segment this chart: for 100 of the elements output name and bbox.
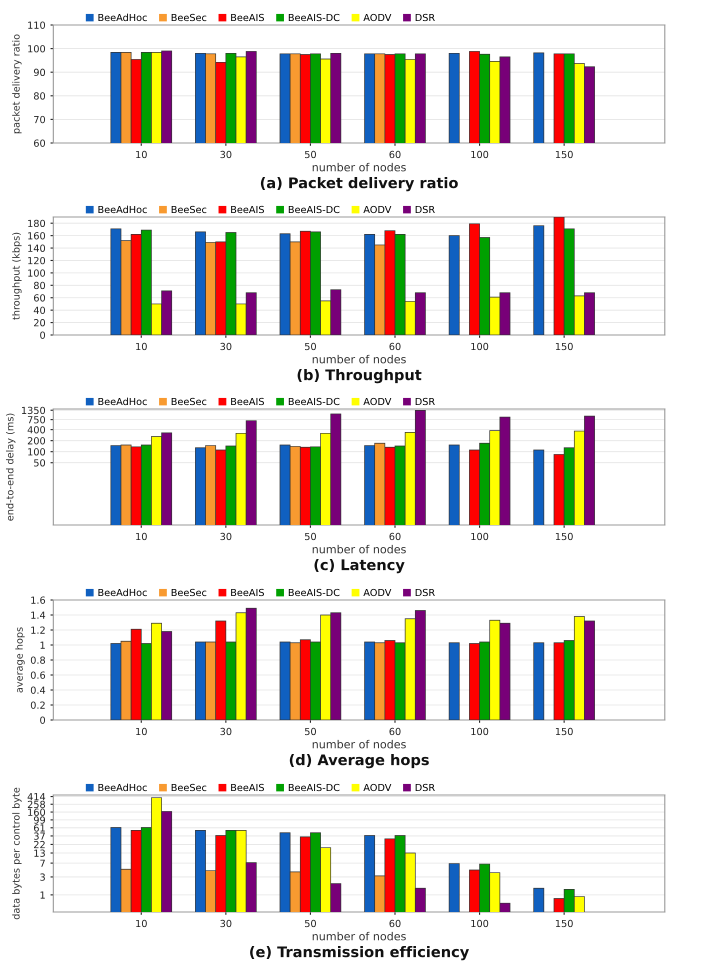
y-tick-label: 1.4 xyxy=(31,612,46,619)
x-tick-label: 150 xyxy=(556,342,573,350)
x-tick-label: 30 xyxy=(220,728,232,736)
legend-label: BeeSec xyxy=(172,588,206,596)
bar xyxy=(533,225,544,335)
legend-label: BeeAIS-DC xyxy=(288,206,340,214)
legend-label: BeeAdHoc xyxy=(98,206,147,214)
y-tick-label: 0.2 xyxy=(30,701,45,709)
y-tick-label: 100 xyxy=(28,269,46,277)
y-tick-label: 0.4 xyxy=(30,686,46,694)
y-tick-label: 61 xyxy=(34,824,45,832)
x-tick-label: 150 xyxy=(556,150,573,158)
legend-label: BeeAIS xyxy=(231,588,264,596)
y-tick-label: 22 xyxy=(34,840,45,848)
x-tick-label: 60 xyxy=(389,150,401,158)
y-tick-label: 70 xyxy=(34,116,46,124)
x-tick-label: 30 xyxy=(220,342,232,350)
x-tick-label: 150 xyxy=(556,920,573,928)
x-axis-title: number of nodes xyxy=(312,354,406,364)
y-tick-label: 750 xyxy=(28,416,46,424)
y-tick-label: 60 xyxy=(34,294,46,302)
legend-label: BeeAIS-DC xyxy=(288,588,340,596)
y-tick-label: 110 xyxy=(28,21,46,29)
legend-label: BeeAIS xyxy=(231,784,264,792)
legend-label: DSR xyxy=(416,14,435,22)
y-tick-label: 414 xyxy=(28,793,46,800)
x-tick-label: 60 xyxy=(389,532,401,540)
legend-label: BeeAdHoc xyxy=(98,784,147,792)
legend-label: BeeSec xyxy=(172,398,206,406)
bar xyxy=(533,642,544,720)
x-tick-label: 50 xyxy=(304,728,316,736)
text: (d) Average hops xyxy=(290,754,429,768)
x-tick-label: 50 xyxy=(304,920,316,928)
y-axis-title: packet delivery ratio xyxy=(12,34,22,134)
legend-label: DSR xyxy=(416,398,435,406)
bar xyxy=(448,235,460,335)
x-tick-label: 10 xyxy=(136,728,147,736)
y-tick-label: 258 xyxy=(28,800,46,808)
y-tick-label: 160 xyxy=(28,808,46,816)
legend-label: BeeAIS-DC xyxy=(288,398,340,406)
x-tick-label: 150 xyxy=(556,532,573,540)
y-tick-label: 140 xyxy=(28,244,46,252)
legend-label: AODV xyxy=(363,784,392,792)
legend-label: BeeAIS xyxy=(231,398,264,406)
legend-label: BeeSec xyxy=(172,784,206,792)
y-tick-label: 99 xyxy=(34,816,45,824)
legend-label: BeeAdHoc xyxy=(98,14,147,22)
y-tick-label: 1.2 xyxy=(31,626,45,634)
x-tick-label: 100 xyxy=(471,728,488,736)
y-tick-label: 1 xyxy=(40,642,45,649)
legend-label: AODV xyxy=(363,14,392,22)
legend-label: BeeAIS xyxy=(231,14,264,22)
y-tick-label: 3 xyxy=(40,873,45,881)
x-tick-label: 150 xyxy=(556,728,573,736)
x-tick-label: 100 xyxy=(471,150,488,158)
text: (a) Packet delivery ratio xyxy=(260,177,458,192)
legend-label: BeeAdHoc xyxy=(98,588,147,596)
y-tick-label: 7 xyxy=(40,860,45,867)
legend-label: DSR xyxy=(416,784,435,792)
y-tick-label: 20 xyxy=(34,319,46,326)
x-tick-label: 50 xyxy=(304,150,316,158)
y-tick-label: 0.6 xyxy=(30,671,46,679)
y-tick-label: 0 xyxy=(40,716,46,724)
y-tick-label: 180 xyxy=(28,220,46,228)
x-tick-label: 10 xyxy=(136,920,147,928)
y-tick-label: 90 xyxy=(34,68,46,76)
text: (b) Throughput xyxy=(298,369,422,384)
x-axis-title: number of nodes xyxy=(312,740,406,748)
legend-label: BeeAIS xyxy=(231,206,264,214)
y-tick-label: 100 xyxy=(28,448,46,456)
legend-label: BeeAdHoc xyxy=(98,398,147,406)
y-tick-label: 1 xyxy=(40,891,45,899)
y-tick-label: 160 xyxy=(28,232,46,240)
x-tick-label: 100 xyxy=(471,532,488,540)
y-tick-label: 100 xyxy=(28,45,46,52)
y-tick-label: 0.8 xyxy=(30,656,46,664)
x-axis-title: number of nodes xyxy=(312,932,406,940)
legend-label: AODV xyxy=(363,206,392,214)
y-axis-title: average hops xyxy=(15,627,25,693)
legend-label: AODV xyxy=(363,588,392,596)
x-axis-title: number of nodes xyxy=(312,162,406,172)
y-tick-label: 13 xyxy=(34,849,45,857)
y-tick-label: 120 xyxy=(28,256,46,264)
y-tick-label: 1350 xyxy=(22,406,46,414)
y-tick-label: 80 xyxy=(34,282,46,290)
y-tick-label: 40 xyxy=(34,306,46,314)
x-tick-label: 50 xyxy=(304,532,316,540)
y-axis-title: end-to-end delay (ms) xyxy=(6,414,16,521)
text: (c) Latency xyxy=(314,559,405,574)
x-tick-label: 30 xyxy=(220,150,232,158)
x-tick-label: 30 xyxy=(220,920,232,928)
legend-label: DSR xyxy=(416,206,435,214)
y-axis-title: throughput (kbps) xyxy=(12,232,22,320)
x-tick-label: 30 xyxy=(220,532,232,540)
x-tick-label: 60 xyxy=(389,728,401,736)
x-axis-title: number of nodes xyxy=(312,544,406,554)
legend-label: BeeSec xyxy=(172,206,206,214)
y-tick-label: 1.6 xyxy=(31,596,46,604)
legend-label: BeeAIS-DC xyxy=(288,784,340,792)
legend-label: BeeSec xyxy=(172,14,206,22)
